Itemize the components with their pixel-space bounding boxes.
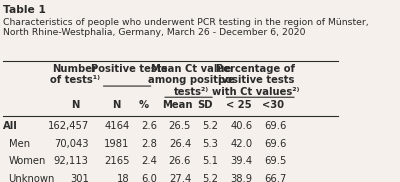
Text: 39.4: 39.4 <box>230 156 252 166</box>
Text: < 25: < 25 <box>226 100 252 110</box>
Text: 69.6: 69.6 <box>264 121 287 131</box>
Text: All: All <box>4 121 18 131</box>
Text: 2165: 2165 <box>104 156 130 166</box>
Text: N: N <box>112 100 120 110</box>
Text: 5.1: 5.1 <box>202 156 218 166</box>
Text: Table 1: Table 1 <box>4 5 46 15</box>
Text: Number
of tests¹⁾: Number of tests¹⁾ <box>50 64 100 85</box>
Text: 38.9: 38.9 <box>230 174 252 182</box>
Text: 70,043: 70,043 <box>54 139 89 149</box>
Text: Men: Men <box>8 139 30 149</box>
Text: 5.2: 5.2 <box>202 174 218 182</box>
Text: Mean Ct value
among positive
tests²⁾: Mean Ct value among positive tests²⁾ <box>148 64 234 97</box>
Text: Percentage of
positive tests
with Ct values²⁾: Percentage of positive tests with Ct val… <box>212 64 300 97</box>
Text: 26.6: 26.6 <box>169 156 191 166</box>
Text: 6.0: 6.0 <box>141 174 157 182</box>
Text: Women: Women <box>8 156 46 166</box>
Text: 66.7: 66.7 <box>264 174 287 182</box>
Text: 69.6: 69.6 <box>264 139 287 149</box>
Text: %: % <box>138 100 148 110</box>
Text: 18: 18 <box>117 174 130 182</box>
Text: <30: <30 <box>262 100 284 110</box>
Text: 4164: 4164 <box>104 121 130 131</box>
Text: 26.5: 26.5 <box>169 121 191 131</box>
Text: 69.5: 69.5 <box>264 156 287 166</box>
Text: 2.8: 2.8 <box>141 139 157 149</box>
Text: 2.4: 2.4 <box>141 156 157 166</box>
Text: Characteristics of people who underwent PCR testing in the region of Münster,
No: Characteristics of people who underwent … <box>4 17 369 37</box>
Text: Unknown: Unknown <box>8 174 55 182</box>
Text: 40.6: 40.6 <box>230 121 252 131</box>
Text: 5.2: 5.2 <box>202 121 218 131</box>
Text: 162,457: 162,457 <box>48 121 89 131</box>
Text: 5.3: 5.3 <box>202 139 218 149</box>
Text: Mean: Mean <box>162 100 193 110</box>
Text: 27.4: 27.4 <box>169 174 191 182</box>
Text: SD: SD <box>197 100 212 110</box>
Text: Positive tests: Positive tests <box>92 64 168 74</box>
Text: 301: 301 <box>70 174 89 182</box>
Text: 2.6: 2.6 <box>141 121 157 131</box>
Text: 26.4: 26.4 <box>169 139 191 149</box>
Text: N: N <box>71 100 79 110</box>
Text: 92,113: 92,113 <box>54 156 89 166</box>
Text: 1981: 1981 <box>104 139 130 149</box>
Text: 42.0: 42.0 <box>230 139 252 149</box>
